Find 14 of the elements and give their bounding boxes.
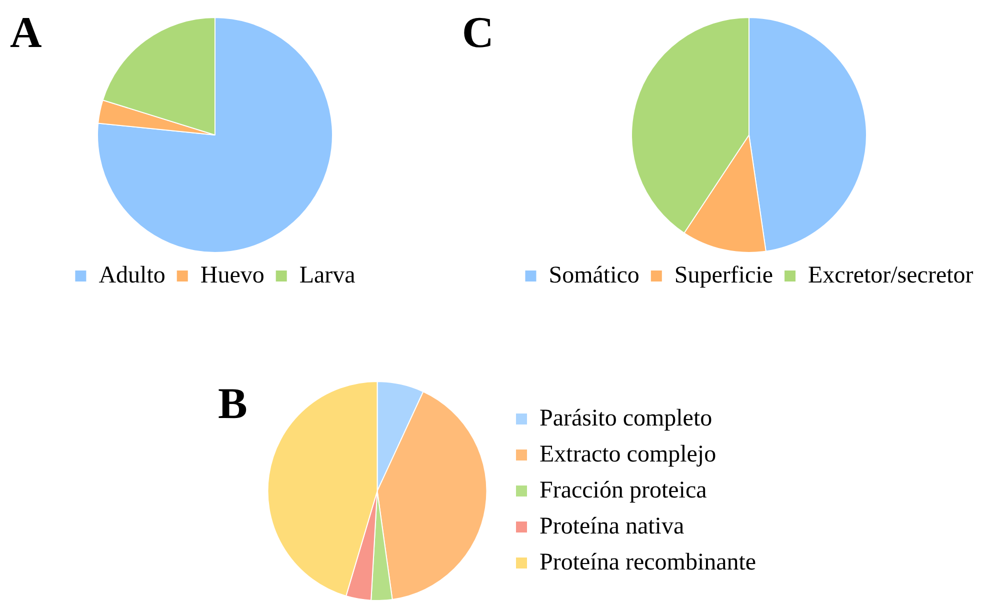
chart-title: C <box>462 8 494 57</box>
legend-label: Extracto complejo <box>540 441 716 468</box>
legend-label: Proteína recombinante <box>540 549 756 576</box>
legend-label: Proteína nativa <box>540 513 684 540</box>
chart-title: B <box>218 379 248 428</box>
legend-label: Huevo <box>200 262 264 288</box>
legend-label: Somático <box>548 262 640 288</box>
legend-label: Larva <box>299 262 356 288</box>
chart-title: A <box>10 8 42 57</box>
legend-label: Parásito completo <box>540 405 712 432</box>
legend-label: Superficie <box>674 262 774 288</box>
legend-label: Adulto <box>98 262 166 288</box>
legend-label: Fracción proteica <box>540 477 708 504</box>
legend-label: Excretor/secretor <box>808 262 974 288</box>
